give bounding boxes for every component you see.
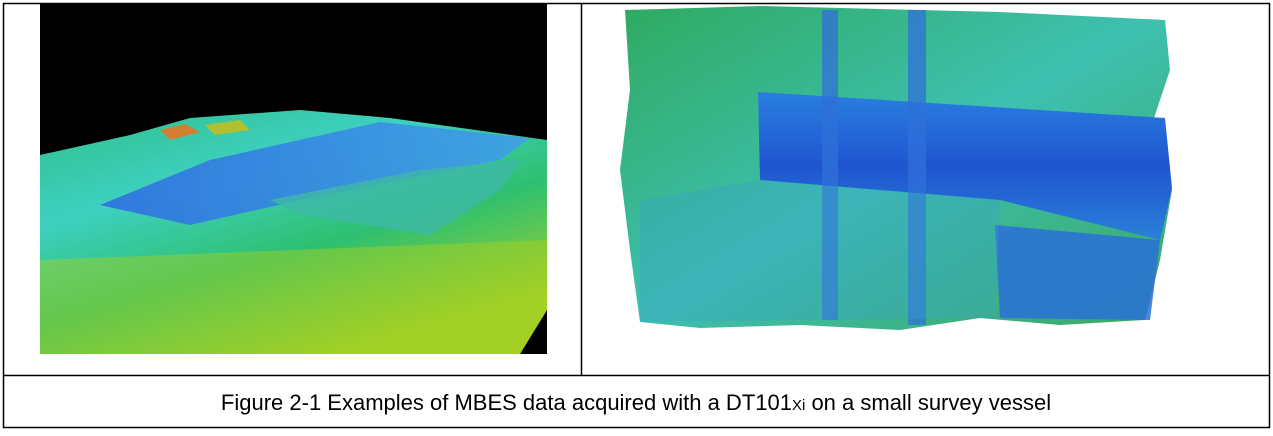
mbes-plan-image: [620, 6, 1172, 330]
figure: Figure 2-1 Examples of MBES data acquire…: [0, 0, 1273, 431]
mbes-3d-image: [40, 4, 547, 354]
caption-model-x: X: [792, 397, 802, 414]
figure-caption: Figure 2-1 Examples of MBES data acquire…: [221, 390, 1051, 415]
caption-text: on a small survey vessel: [805, 390, 1051, 415]
caption-text: Figure 2-1 Examples of MBES data acquire…: [221, 390, 792, 415]
